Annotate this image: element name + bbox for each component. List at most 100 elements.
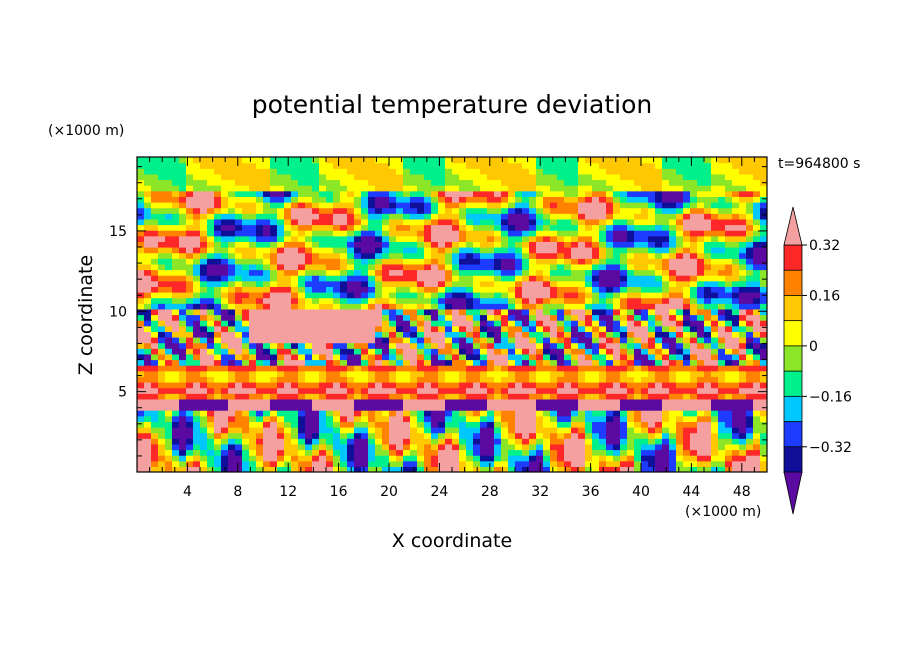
field-cell — [704, 252, 712, 259]
field-cell — [256, 398, 264, 406]
field-cell — [683, 179, 691, 186]
field-cell — [718, 280, 726, 287]
field-cell — [165, 196, 173, 203]
field-cell — [648, 303, 656, 310]
field-cell — [263, 443, 271, 451]
field-cell — [375, 314, 383, 321]
field-cell — [697, 157, 705, 164]
field-cell — [711, 382, 719, 389]
field-cell — [494, 157, 502, 164]
field-cell — [424, 382, 432, 389]
field-cell — [571, 162, 579, 169]
field-cell — [662, 443, 670, 451]
field-cell — [543, 337, 551, 344]
field-cell — [592, 331, 600, 338]
field-cell — [347, 185, 355, 192]
field-cell — [452, 421, 460, 428]
field-cell — [305, 280, 313, 287]
field-cell — [599, 263, 607, 271]
field-cell — [494, 185, 502, 192]
field-cell — [452, 331, 460, 338]
field-cell — [494, 247, 502, 254]
field-cell — [277, 308, 285, 316]
field-cell — [165, 387, 173, 394]
field-cell — [704, 348, 712, 355]
field-cell — [396, 337, 404, 344]
field-cell — [389, 432, 397, 439]
field-cell — [165, 275, 173, 282]
field-cell — [389, 263, 397, 271]
field-cell — [536, 213, 544, 220]
field-cell — [417, 308, 425, 316]
field-cell — [172, 247, 180, 254]
field-cell — [158, 235, 166, 242]
field-cell — [333, 387, 341, 394]
field-cell — [340, 269, 348, 276]
field-cell — [501, 168, 509, 175]
field-cell — [732, 263, 740, 271]
field-cell — [410, 162, 418, 169]
field-cell — [361, 308, 369, 316]
field-cell — [375, 235, 383, 242]
field-cell — [137, 297, 145, 304]
field-cell — [137, 325, 145, 332]
field-cell — [683, 427, 691, 434]
field-cell — [151, 213, 159, 220]
field-cell — [676, 342, 684, 349]
field-cell — [452, 365, 460, 372]
field-cell — [599, 235, 607, 242]
field-cell — [487, 393, 495, 400]
field-cell — [662, 325, 670, 332]
field-cell — [389, 427, 397, 434]
field-cell — [676, 263, 684, 271]
field-cell — [319, 427, 327, 434]
field-cell — [445, 427, 453, 434]
field-cell — [326, 460, 334, 467]
field-cell — [522, 179, 530, 186]
field-cell — [452, 438, 460, 445]
field-cell — [536, 173, 544, 181]
field-cell — [256, 432, 264, 439]
field-cell — [389, 387, 397, 394]
field-cell — [242, 241, 250, 248]
field-cell — [438, 455, 446, 462]
field-cell — [543, 297, 551, 304]
field-cell — [424, 410, 432, 417]
field-cell — [627, 432, 635, 439]
field-cell — [403, 387, 411, 394]
field-cell — [564, 365, 572, 372]
field-cell — [158, 292, 166, 299]
field-cell — [662, 275, 670, 282]
field-cell — [228, 449, 236, 456]
field-cell — [494, 280, 502, 287]
field-cell — [165, 449, 173, 456]
field-cell — [186, 438, 194, 445]
field-cell — [144, 308, 152, 316]
field-cell — [662, 230, 670, 237]
field-cell — [445, 325, 453, 332]
field-cell — [368, 376, 376, 383]
field-cell — [151, 348, 159, 355]
field-cell — [536, 303, 544, 310]
field-cell — [319, 157, 327, 164]
field-cell — [466, 292, 474, 299]
field-cell — [753, 213, 761, 220]
field-cell — [445, 207, 453, 214]
field-cell — [725, 213, 733, 220]
field-cell — [753, 190, 761, 197]
field-cell — [487, 353, 495, 361]
field-cell — [172, 331, 180, 338]
field-cell — [487, 297, 495, 304]
field-cell — [487, 320, 495, 327]
field-cell — [704, 196, 712, 203]
field-cell — [641, 370, 649, 377]
field-cell — [725, 286, 733, 293]
field-cell — [270, 460, 278, 467]
field-cell — [501, 241, 509, 248]
field-cell — [711, 263, 719, 271]
field-cell — [221, 275, 229, 282]
field-cell — [263, 455, 271, 462]
field-cell — [739, 348, 747, 355]
field-cell — [683, 280, 691, 287]
field-cell — [599, 179, 607, 186]
